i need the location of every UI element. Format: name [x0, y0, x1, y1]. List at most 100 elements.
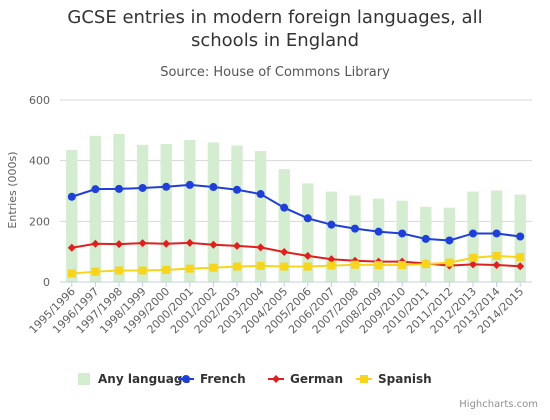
bar-any-language[interactable]: [160, 143, 172, 282]
point-french[interactable]: [67, 192, 76, 201]
point-german[interactable]: [185, 238, 194, 247]
point-french[interactable]: [398, 229, 407, 238]
point-french[interactable]: [209, 183, 218, 192]
point-french[interactable]: [91, 185, 100, 194]
point-french[interactable]: [492, 229, 501, 238]
y-axis-ticks: 0 200 400 600: [29, 94, 50, 289]
legend-marker: [182, 375, 190, 383]
point-german[interactable]: [327, 255, 336, 264]
point-spanish[interactable]: [185, 264, 194, 273]
line-series: [67, 180, 525, 278]
y-tick-label: 200: [29, 215, 50, 228]
point-french[interactable]: [138, 183, 147, 192]
point-spanish[interactable]: [469, 253, 477, 262]
bar-any-language[interactable]: [113, 133, 125, 282]
y-tick-label: 400: [29, 155, 50, 168]
point-french[interactable]: [374, 227, 383, 236]
point-french[interactable]: [115, 184, 123, 193]
bar-any-language[interactable]: [349, 195, 361, 282]
legend-item-any-language[interactable]: Any language: [78, 372, 191, 386]
point-french[interactable]: [162, 182, 171, 191]
point-german[interactable]: [67, 243, 76, 252]
bar-any-language[interactable]: [89, 135, 102, 282]
point-french[interactable]: [351, 224, 359, 233]
bar-series: [66, 133, 526, 283]
point-german[interactable]: [303, 251, 312, 260]
point-french[interactable]: [185, 180, 194, 189]
point-spanish[interactable]: [351, 260, 359, 269]
point-spanish[interactable]: [327, 261, 336, 270]
legend-label: French: [200, 372, 246, 386]
point-spanish[interactable]: [516, 253, 525, 262]
legend-label: German: [290, 372, 343, 386]
bar-any-language[interactable]: [302, 183, 314, 282]
legend-item-german[interactable]: German: [268, 372, 343, 386]
bar-any-language[interactable]: [66, 150, 78, 282]
point-french[interactable]: [516, 232, 525, 241]
legend-marker: [272, 375, 280, 383]
bar-any-language[interactable]: [254, 150, 267, 282]
bar-any-language[interactable]: [325, 191, 338, 282]
point-spanish[interactable]: [67, 269, 76, 278]
point-spanish[interactable]: [303, 262, 312, 271]
point-spanish[interactable]: [492, 251, 501, 260]
y-axis-label: Entries (000s): [6, 151, 19, 228]
point-german[interactable]: [138, 239, 147, 248]
x-axis-ticks: 1995/19961996/19971997/19981998/19991999…: [27, 282, 526, 336]
point-french[interactable]: [469, 229, 477, 238]
y-tick-label: 0: [43, 276, 50, 289]
point-french[interactable]: [421, 234, 430, 243]
point-spanish[interactable]: [233, 262, 241, 271]
point-german[interactable]: [91, 239, 100, 248]
point-german[interactable]: [233, 241, 241, 250]
point-spanish[interactable]: [421, 260, 430, 269]
point-german[interactable]: [209, 240, 218, 249]
grid-lines: [60, 99, 532, 222]
legend-item-spanish[interactable]: Spanish: [356, 372, 432, 386]
bar-any-language[interactable]: [443, 207, 456, 282]
bar-any-language[interactable]: [136, 144, 149, 282]
legend-marker: [360, 375, 368, 383]
point-spanish[interactable]: [398, 261, 407, 270]
legend-item-french[interactable]: French: [178, 372, 246, 386]
point-spanish[interactable]: [209, 263, 218, 272]
point-french[interactable]: [280, 203, 289, 212]
bar-any-language[interactable]: [372, 198, 385, 282]
point-german[interactable]: [516, 262, 525, 271]
legend[interactable]: Any language French German Spanish: [78, 372, 432, 386]
chart-title-line2: schools in England: [191, 30, 359, 51]
point-spanish[interactable]: [91, 267, 100, 276]
credit-text[interactable]: Highcharts.com: [459, 399, 538, 410]
point-french[interactable]: [233, 185, 241, 194]
legend-label: Any language: [98, 372, 191, 386]
point-french[interactable]: [445, 236, 454, 245]
bar-any-language[interactable]: [420, 206, 432, 282]
chart-title-line1: GCSE entries in modern foreign languages…: [67, 7, 482, 28]
point-spanish[interactable]: [162, 265, 171, 274]
point-spanish[interactable]: [445, 258, 454, 267]
point-spanish[interactable]: [115, 266, 123, 275]
point-german[interactable]: [469, 260, 477, 269]
bar-any-language[interactable]: [184, 140, 196, 282]
y-tick-label: 600: [29, 94, 50, 107]
point-french[interactable]: [327, 220, 336, 229]
bar-any-language[interactable]: [278, 169, 290, 282]
point-german[interactable]: [492, 261, 501, 270]
point-french[interactable]: [256, 190, 265, 199]
bar-any-language[interactable]: [207, 142, 220, 282]
point-spanish[interactable]: [256, 261, 265, 270]
point-german[interactable]: [115, 240, 123, 249]
point-german[interactable]: [280, 247, 289, 256]
legend-swatch: [78, 373, 90, 385]
point-french[interactable]: [303, 214, 312, 223]
point-spanish[interactable]: [374, 261, 383, 270]
point-spanish[interactable]: [280, 262, 289, 271]
point-german[interactable]: [162, 239, 171, 248]
bar-any-language[interactable]: [231, 145, 243, 283]
point-spanish[interactable]: [138, 266, 147, 275]
point-german[interactable]: [256, 243, 265, 252]
chart-subtitle: Source: House of Commons Library: [160, 65, 390, 80]
bar-any-language[interactable]: [396, 200, 408, 282]
legend-label: Spanish: [378, 372, 432, 386]
